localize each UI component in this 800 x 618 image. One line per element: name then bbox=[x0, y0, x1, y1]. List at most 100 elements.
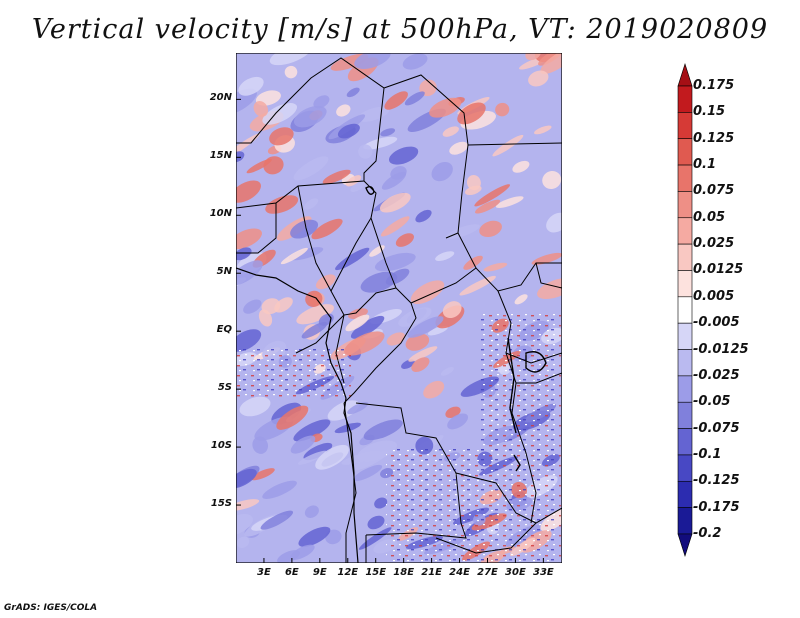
velocity-blob bbox=[407, 316, 444, 338]
colorbar-segment bbox=[677, 112, 693, 140]
colorbar-segment bbox=[677, 217, 693, 245]
velocity-blob bbox=[354, 53, 391, 69]
velocity-blob bbox=[388, 146, 419, 165]
velocity-blob bbox=[411, 357, 430, 372]
footer-credit: GrADS: IGES/COLA bbox=[4, 603, 98, 613]
velocity-blob bbox=[402, 53, 428, 70]
velocity-blob bbox=[357, 440, 397, 462]
colorbar-segment bbox=[677, 138, 693, 166]
velocity-blob bbox=[380, 216, 410, 237]
colorbar-segment bbox=[677, 243, 693, 271]
velocity-blob bbox=[495, 196, 524, 208]
colorbar-label: 0.1 bbox=[693, 157, 717, 173]
velocity-blob bbox=[238, 76, 264, 96]
velocity-blob bbox=[353, 464, 383, 482]
colorbar-segment bbox=[677, 296, 693, 324]
velocity-blob bbox=[344, 331, 385, 356]
velocity-blob bbox=[322, 169, 351, 184]
velocity-blob bbox=[236, 329, 262, 352]
velocity-blob bbox=[236, 247, 252, 261]
velocity-blob bbox=[534, 125, 552, 135]
velocity-blob bbox=[293, 156, 329, 181]
velocity-blob bbox=[514, 294, 528, 305]
lon-label: 21E bbox=[421, 567, 442, 578]
velocity-blob bbox=[262, 480, 297, 499]
lat-label: 20N bbox=[209, 92, 232, 104]
velocity-blob bbox=[379, 192, 411, 213]
velocity-blob bbox=[429, 97, 462, 118]
velocity-blob bbox=[293, 105, 327, 128]
velocity-blob bbox=[260, 510, 294, 530]
colorbar-segment bbox=[677, 533, 693, 557]
velocity-blob bbox=[239, 396, 271, 417]
velocity-blob bbox=[297, 450, 327, 465]
velocity-blob bbox=[347, 402, 369, 415]
colorbar-segment bbox=[677, 164, 693, 192]
colorbar-label: 0.05 bbox=[693, 209, 726, 225]
lon-label: 6E bbox=[284, 567, 299, 578]
velocity-blob bbox=[360, 271, 398, 293]
velocity-blob bbox=[290, 219, 319, 239]
velocity-blob bbox=[479, 220, 502, 238]
lon-label: 24E bbox=[449, 567, 470, 578]
velocity-blob bbox=[415, 209, 432, 223]
velocity-blob bbox=[269, 127, 294, 146]
colorbar-label: 0.005 bbox=[693, 288, 735, 304]
velocity-blob bbox=[358, 144, 373, 159]
lat-label: 5N bbox=[216, 266, 232, 278]
lon-label: 15E bbox=[365, 567, 387, 578]
velocity-blob bbox=[384, 91, 408, 110]
velocity-blob bbox=[358, 527, 392, 550]
velocity-blob bbox=[447, 413, 469, 430]
colorbar-segment bbox=[677, 375, 693, 403]
velocity-blob bbox=[258, 309, 273, 327]
velocity-blob bbox=[327, 400, 360, 421]
velocity-blob bbox=[442, 301, 462, 319]
velocity-blob bbox=[251, 468, 275, 481]
colorbar-segment bbox=[677, 270, 693, 298]
velocity-blob bbox=[311, 218, 343, 240]
velocity-blob bbox=[435, 251, 455, 262]
velocity-blob bbox=[427, 325, 448, 336]
chart-title: Vertical velocity [m/s] at 500hPa, VT: 2… bbox=[31, 14, 769, 45]
velocity-blob bbox=[276, 405, 309, 430]
velocity-blob bbox=[442, 126, 459, 137]
velocity-blob bbox=[269, 53, 312, 66]
velocity-blob bbox=[345, 175, 362, 187]
velocity-blob bbox=[236, 468, 257, 489]
velocity-blob bbox=[350, 181, 366, 192]
map-svg bbox=[236, 53, 562, 563]
velocity-blob bbox=[325, 529, 342, 545]
lat-label: EQ bbox=[216, 324, 232, 336]
lat-label: 5S bbox=[217, 382, 232, 394]
colorbar-segment bbox=[677, 85, 693, 113]
velocity-blob bbox=[236, 536, 250, 548]
velocity-blob bbox=[236, 228, 262, 250]
velocity-blob bbox=[236, 133, 261, 160]
velocity-blob bbox=[492, 134, 524, 157]
lon-label: 3E bbox=[257, 567, 271, 578]
velocity-blob bbox=[423, 380, 445, 399]
velocity-blob bbox=[367, 515, 385, 530]
velocity-blob bbox=[405, 333, 430, 351]
colorbar-label: -0.125 bbox=[693, 473, 740, 489]
velocity-blob bbox=[546, 212, 562, 233]
colorbar-segment bbox=[677, 480, 693, 508]
velocity-blob bbox=[298, 526, 331, 547]
velocity-blob bbox=[263, 156, 284, 175]
colorbar-segment bbox=[677, 507, 693, 535]
velocity-blob bbox=[293, 419, 331, 442]
velocity-blob bbox=[363, 419, 403, 441]
velocity-blob bbox=[252, 436, 269, 454]
velocity-blob bbox=[380, 128, 396, 137]
lon-label: 9E bbox=[312, 567, 327, 578]
colorbar-label: -0.2 bbox=[693, 526, 722, 541]
velocity-blob bbox=[528, 70, 549, 87]
lat-label: 15N bbox=[209, 150, 232, 162]
velocity-blob bbox=[290, 435, 316, 454]
velocity-blob bbox=[243, 299, 262, 314]
velocity-blob bbox=[304, 505, 319, 518]
velocity-blob bbox=[538, 53, 562, 66]
colorbar-label: 0.0125 bbox=[693, 262, 744, 278]
velocity-blob bbox=[301, 321, 328, 339]
